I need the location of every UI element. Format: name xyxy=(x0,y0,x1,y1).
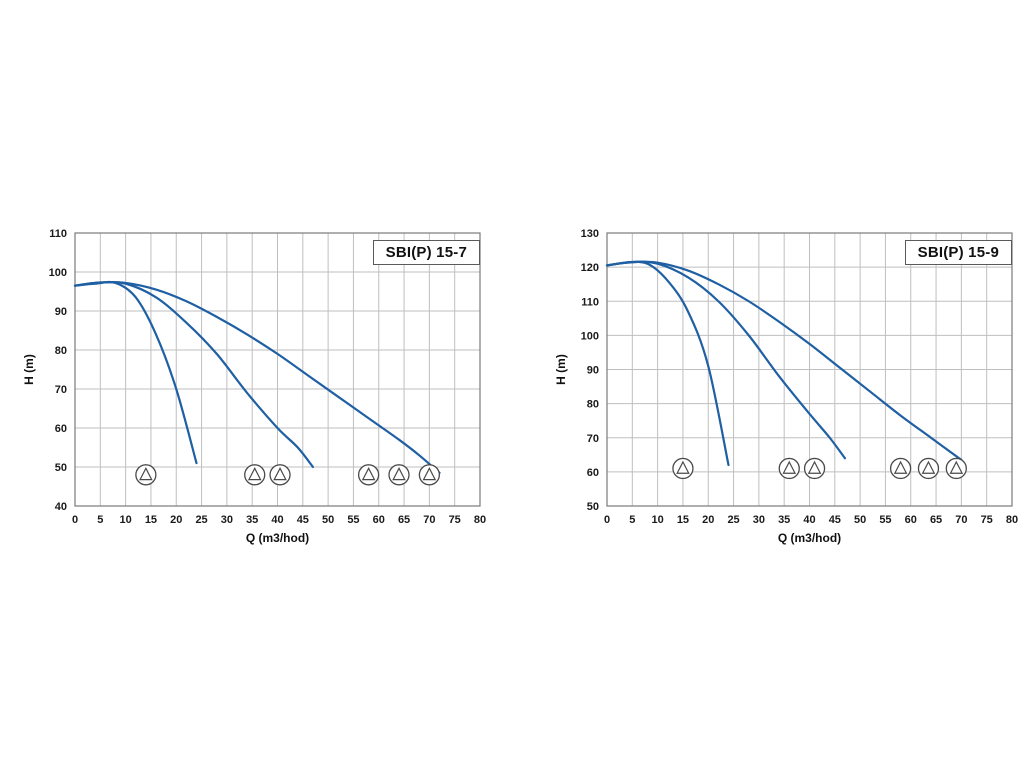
pump-curve-1-pump xyxy=(605,260,730,467)
x-tick-label: 10 xyxy=(120,514,132,526)
x-tick-label: 10 xyxy=(652,514,664,526)
pump-icon xyxy=(945,457,967,480)
x-tick-label: 70 xyxy=(423,514,435,526)
x-tick-label: 5 xyxy=(629,514,635,526)
x-tick-label: 0 xyxy=(72,514,78,526)
y-axis-label: H (m) xyxy=(554,354,568,385)
y-tick-label: 110 xyxy=(49,228,67,240)
x-tick-label: 40 xyxy=(803,514,815,526)
plot-frame xyxy=(606,232,1013,507)
x-tick-label: 25 xyxy=(195,514,207,526)
x-tick-label: 30 xyxy=(221,514,233,526)
x-tick-label: 35 xyxy=(778,514,790,526)
pump-icon xyxy=(418,464,441,486)
x-axis-label: Q (m3/hod) xyxy=(246,531,309,545)
x-tick-label: 5 xyxy=(97,514,103,526)
pump-curve-1-pump xyxy=(73,280,198,465)
pump-icon xyxy=(778,457,800,480)
pump-icon xyxy=(672,457,694,480)
x-tick-label: 80 xyxy=(1006,514,1018,526)
x-tick-label: 75 xyxy=(981,514,993,526)
y-tick-label: 40 xyxy=(55,501,67,513)
x-tick-label: 65 xyxy=(398,514,410,526)
x-tick-label: 60 xyxy=(373,514,385,526)
x-tick-label: 55 xyxy=(347,514,359,526)
chart-canvas: 0 5 10 15 20 25 30 35 40 45 50 55 60 65 70 75 80 40 50 60 70… xyxy=(22,228,486,545)
x-tick-label: 70 xyxy=(955,514,967,526)
pump-icon xyxy=(135,464,157,486)
pump-curve-3-pumps xyxy=(73,281,441,474)
y-tick-label: 60 xyxy=(55,423,67,435)
y-tick-label: 50 xyxy=(55,462,67,474)
x-tick-label: 30 xyxy=(753,514,765,526)
chart-title-box: SBI(P) 15-9 xyxy=(904,240,1012,265)
y-axis-label: H (m) xyxy=(22,354,36,385)
x-tick-label: 60 xyxy=(905,514,917,526)
y-tick-label: 110 xyxy=(581,296,599,308)
y-tick-label: 100 xyxy=(49,267,67,279)
x-tick-label: 65 xyxy=(930,514,942,526)
x-tick-label: 50 xyxy=(854,514,866,526)
y-tick-label: 90 xyxy=(587,365,599,377)
x-tick-label: 35 xyxy=(246,514,258,526)
plot-frame xyxy=(74,232,481,507)
chart-title: SBI(P) 15-9 xyxy=(917,244,999,261)
pump-icon xyxy=(917,457,940,480)
pump-curve-3-pumps xyxy=(605,260,963,462)
y-tick-label: 60 xyxy=(587,467,599,479)
chart-title: SBI(P) 15-7 xyxy=(385,244,467,261)
x-tick-label: 40 xyxy=(271,514,283,526)
pump-icon xyxy=(269,464,291,486)
y-tick-label: 80 xyxy=(587,399,599,411)
y-tick-label: 80 xyxy=(55,345,67,357)
x-tick-label: 15 xyxy=(145,514,157,526)
x-tick-label: 20 xyxy=(170,514,182,526)
y-tick-label: 50 xyxy=(587,501,599,513)
x-tick-label: 20 xyxy=(702,514,714,526)
x-tick-label: 45 xyxy=(297,514,309,526)
chart-canvas: 0 5 10 15 20 25 30 35 40 45 50 55 60 65 70 75 80 50 60 70 80… xyxy=(554,228,1018,545)
x-tick-label: 80 xyxy=(474,514,486,526)
x-tick-label: 0 xyxy=(604,514,610,526)
y-tick-label: 130 xyxy=(581,228,599,240)
pump-curve-chart-sbip-15-7: 0 5 10 15 20 25 30 35 40 45 50 55 60 65 70 75 80 40 50 60 70… xyxy=(20,218,490,553)
pump-curve-chart-sbip-15-9: 0 5 10 15 20 25 30 35 40 45 50 55 60 65 70 75 80 50 60 70 80… xyxy=(552,218,1022,553)
x-tick-label: 75 xyxy=(449,514,461,526)
x-tick-label: 55 xyxy=(879,514,891,526)
x-tick-label: 15 xyxy=(677,514,689,526)
pump-icon xyxy=(244,464,266,486)
y-tick-label: 100 xyxy=(581,330,599,342)
chart-title-box: SBI(P) 15-7 xyxy=(372,240,480,265)
pump-icon xyxy=(889,457,912,480)
pump-icon xyxy=(388,464,410,486)
pump-icon xyxy=(357,464,380,486)
x-tick-label: 45 xyxy=(829,514,841,526)
x-tick-label: 50 xyxy=(322,514,334,526)
y-tick-label: 120 xyxy=(581,262,599,274)
x-tick-label: 25 xyxy=(727,514,739,526)
y-tick-label: 70 xyxy=(587,433,599,445)
pump-icon xyxy=(803,457,826,480)
y-tick-label: 70 xyxy=(55,384,67,396)
y-tick-label: 90 xyxy=(55,306,67,318)
x-axis-label: Q (m3/hod) xyxy=(778,531,841,545)
